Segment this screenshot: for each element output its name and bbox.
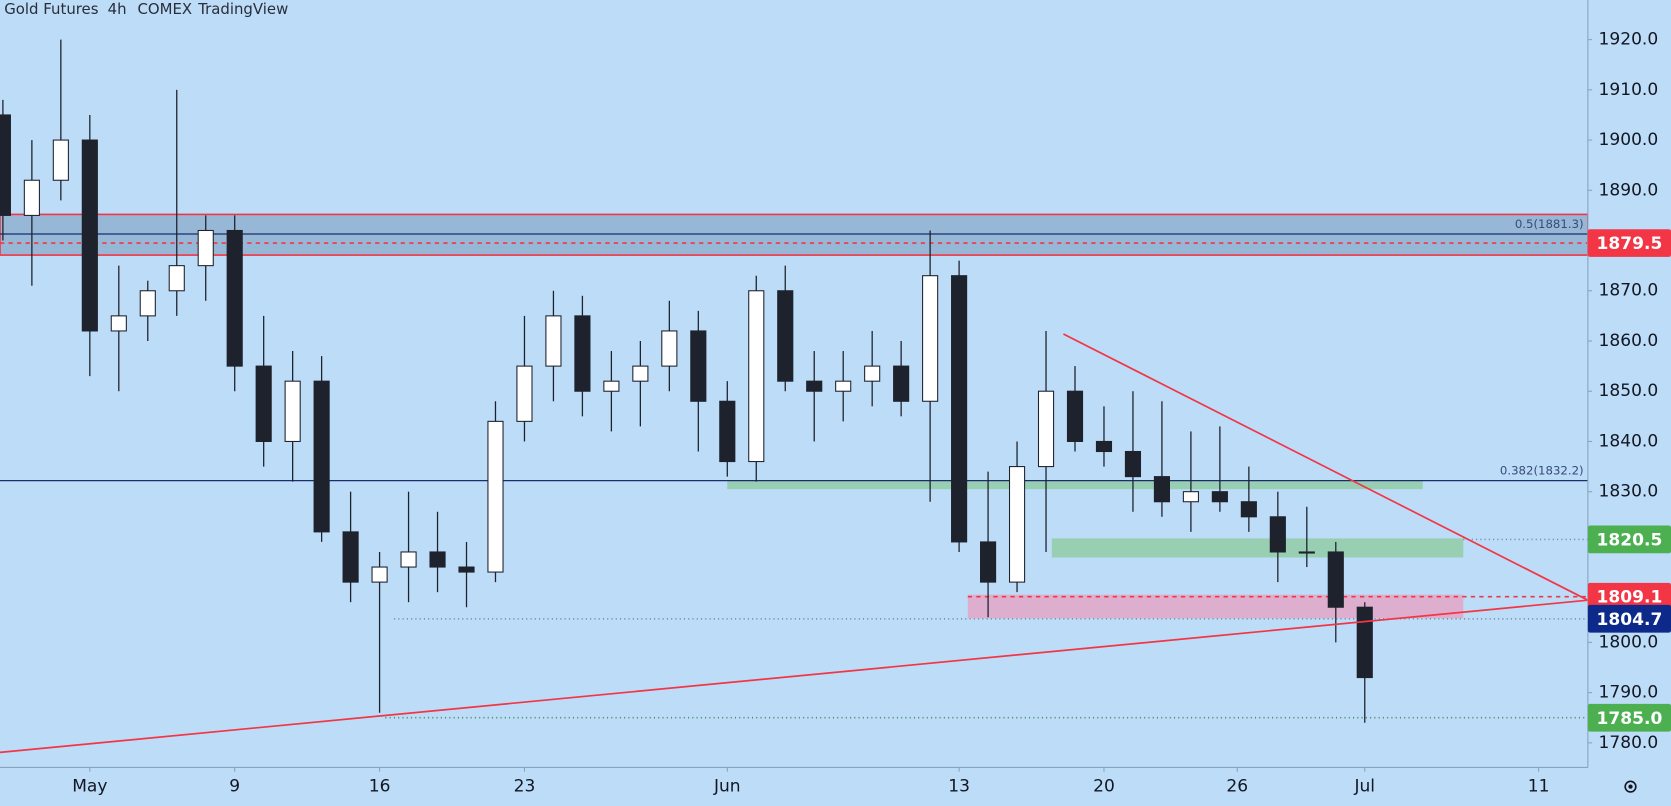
zone: [0, 213, 1588, 256]
y-tick-label: 1870.0: [1599, 281, 1659, 301]
y-tick-label: 1850.0: [1599, 381, 1659, 401]
candle-body: [139, 290, 156, 317]
zone: [967, 594, 1464, 619]
candle-body: [284, 380, 301, 442]
x-tick-label: 16: [369, 777, 391, 797]
symbol: Gold Futures: [4, 0, 98, 18]
x-tick-label: 11: [1528, 777, 1550, 797]
candle-body: [400, 551, 417, 568]
y-tick-label: 1890.0: [1599, 180, 1659, 200]
settings-icon[interactable]: [1624, 780, 1637, 793]
candle-body: [1066, 390, 1084, 442]
candle-body: [922, 275, 939, 402]
candle-body: [313, 380, 330, 533]
candle-body: [574, 315, 591, 392]
price-tag-label: 1820.5: [1597, 530, 1663, 550]
candle-body: [980, 541, 997, 583]
candle-body: [545, 315, 562, 367]
candle-body: [1356, 606, 1373, 679]
candle-body: [226, 229, 243, 367]
y-tick-label: 1910.0: [1599, 80, 1659, 100]
candle-body: [197, 229, 214, 267]
exchange: COMEX: [137, 0, 192, 18]
zone: [727, 480, 1423, 490]
price-tag: [1587, 229, 1671, 257]
y-tick-label: 1790.0: [1599, 683, 1659, 703]
candle-body: [719, 400, 736, 463]
candle-body: [1269, 516, 1286, 553]
candle-body: [806, 380, 823, 392]
candle-body: [23, 179, 40, 216]
x-tick-label: Jun: [713, 777, 741, 797]
price-tag: [1587, 582, 1671, 611]
candle-body: [429, 551, 446, 568]
x-tick-label: 9: [229, 777, 240, 797]
candle-body: [1037, 390, 1055, 468]
y-tick-label: 1800.0: [1599, 632, 1659, 652]
candle-body: [661, 330, 678, 367]
candle-body: [1008, 466, 1026, 583]
candle-body: [487, 420, 504, 573]
trendline: [0, 599, 1588, 754]
candle-body: [342, 531, 359, 583]
candle-body: [893, 365, 910, 402]
source: TradingView: [197, 0, 288, 18]
candle-body: [951, 275, 968, 543]
candle-body: [1124, 450, 1142, 478]
interval: 4h: [108, 0, 127, 18]
candle-body: [1095, 440, 1113, 453]
x-tick-label: May: [72, 777, 107, 797]
price-tag-label: 1785.0: [1597, 709, 1663, 729]
candle-body: [168, 265, 185, 292]
fib-label: 0.382(1832.2): [1500, 464, 1584, 478]
candle-body: [255, 365, 272, 442]
candle-body: [458, 566, 475, 573]
y-tick-label: 1840.0: [1599, 431, 1659, 451]
price-tag-label: 1804.7: [1597, 610, 1663, 630]
candle-body: [52, 139, 69, 181]
x-tick-label: 13: [948, 777, 970, 797]
fib-label: 0.5(1881.3): [1515, 217, 1584, 231]
price-tag-label: 1809.1: [1597, 588, 1663, 608]
candle-body: [110, 315, 127, 332]
y-tick-label: 1900.0: [1599, 130, 1659, 150]
x-tick-label: 23: [514, 777, 536, 797]
price-tag-label: 1879.5: [1597, 234, 1663, 254]
candle-body: [371, 566, 388, 583]
candle-body: [1153, 476, 1170, 503]
trendline: [1063, 333, 1588, 601]
candle-body: [0, 114, 11, 216]
plot-area: 0.5(1881.3) 0.382(1832.2): [0, 39, 1588, 754]
price-tag: [1587, 703, 1671, 732]
y-tick-label: 1780.0: [1599, 733, 1659, 753]
candle-body: [835, 380, 852, 392]
zone: [1051, 538, 1464, 558]
y-tick-label: 1860.0: [1599, 331, 1659, 351]
y-tick-label: 1920.0: [1599, 30, 1659, 50]
candle-body: [777, 290, 794, 382]
candle-body: [690, 330, 707, 402]
x-tick-label: Jul: [1353, 777, 1375, 797]
x-tick-label: 26: [1226, 777, 1248, 797]
candle-body: [81, 139, 98, 332]
candle-body: [632, 365, 649, 382]
candle-body: [1211, 491, 1228, 503]
candle-body: [603, 380, 620, 392]
candle-body: [1240, 501, 1257, 518]
price-tag: [1587, 525, 1671, 554]
candle-body: [748, 290, 765, 463]
candle-body: [864, 365, 881, 382]
candle-body: [1327, 551, 1344, 608]
price-tag: [1587, 604, 1671, 633]
candle-body: [1298, 551, 1315, 554]
x-tick-label: 20: [1093, 777, 1115, 797]
candle-body: [1182, 491, 1199, 503]
axes: 1780.01790.01800.01810.01820.01830.01840…: [72, 30, 1671, 797]
y-tick-label: 1830.0: [1599, 482, 1659, 502]
candle-body: [516, 365, 533, 422]
